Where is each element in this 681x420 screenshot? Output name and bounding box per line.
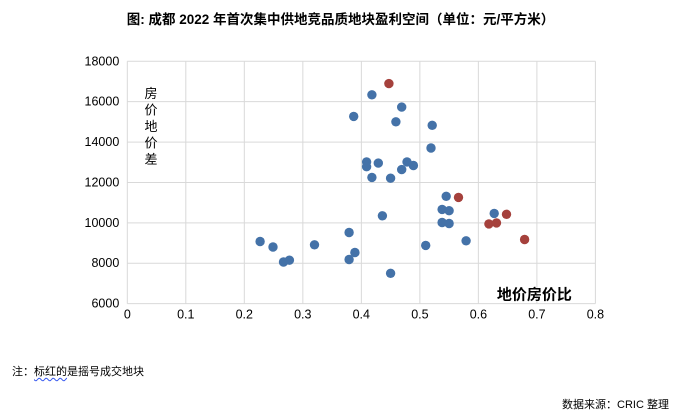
svg-text:12000: 12000 (85, 175, 120, 189)
svg-text:0.2: 0.2 (236, 308, 253, 322)
svg-text:0.7: 0.7 (528, 308, 545, 322)
svg-text:地价房价比: 地价房价比 (497, 286, 572, 304)
svg-text:14000: 14000 (85, 135, 120, 149)
svg-text:0: 0 (124, 308, 131, 322)
svg-text:价: 价 (144, 135, 157, 150)
svg-text:16000: 16000 (85, 95, 120, 109)
svg-text:0.6: 0.6 (470, 308, 487, 322)
svg-text:房: 房 (144, 86, 157, 101)
svg-text:0.3: 0.3 (294, 308, 311, 322)
svg-text:0.5: 0.5 (411, 308, 428, 322)
svg-text:10000: 10000 (85, 216, 120, 230)
svg-text:0.1: 0.1 (177, 308, 194, 322)
svg-text:价: 价 (144, 102, 157, 117)
svg-text:6000: 6000 (91, 297, 119, 311)
svg-text:8000: 8000 (91, 256, 119, 270)
svg-text:0.4: 0.4 (353, 308, 370, 322)
svg-text:18000: 18000 (85, 54, 120, 68)
svg-text:0.8: 0.8 (587, 308, 604, 322)
svg-text:地: 地 (144, 119, 157, 134)
svg-text:差: 差 (144, 152, 157, 167)
